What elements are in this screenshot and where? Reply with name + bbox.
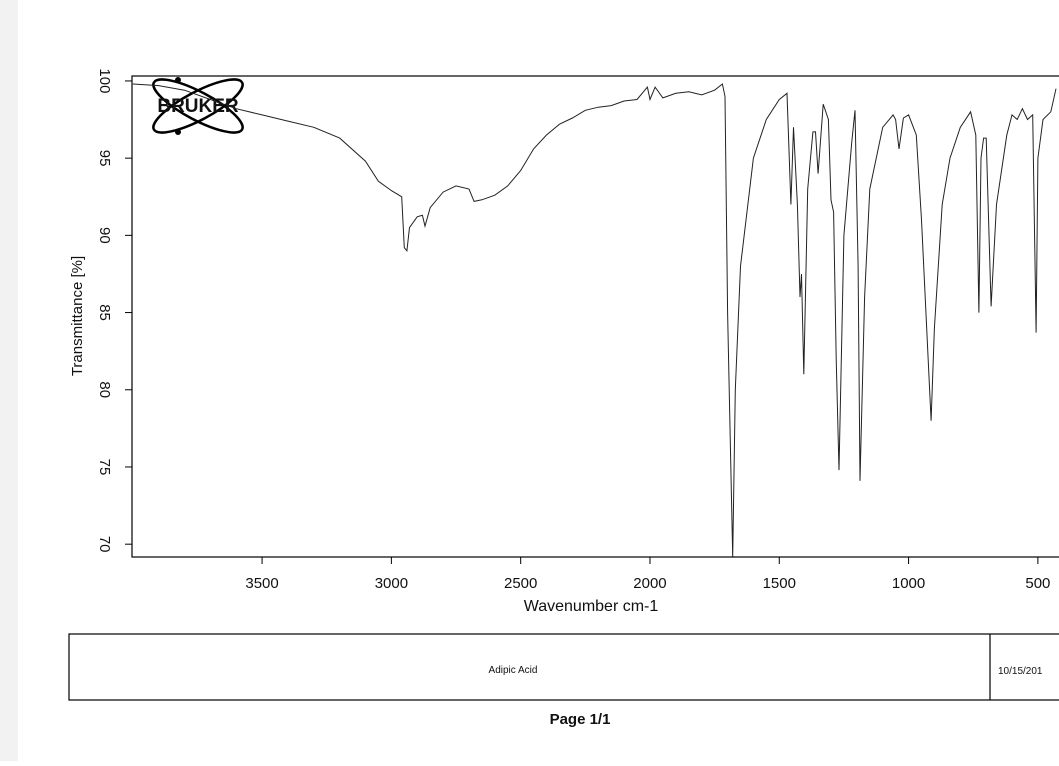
- y-tick-label: 90: [96, 227, 113, 244]
- footer-box: [68, 633, 1059, 701]
- x-tick-label: 1000: [892, 575, 925, 592]
- x-tick-label: 3500: [245, 575, 278, 592]
- sample-name: Adipic Acid: [489, 665, 538, 676]
- logo: BRUKER: [152, 77, 244, 135]
- spectrum-line: [132, 83, 1057, 557]
- y-tick-label: 100: [96, 68, 113, 93]
- y-tick-label: 95: [96, 150, 113, 167]
- x-tick-label: 2000: [633, 575, 666, 592]
- x-tick-label: 2500: [504, 575, 537, 592]
- x-axis-label: Wavenumber cm-1: [524, 598, 659, 615]
- date: 10/15/201: [998, 666, 1043, 677]
- x-tick-label: 3000: [375, 575, 408, 592]
- plot-frame: [131, 75, 1059, 558]
- y-axis-label: Transmittance [%]: [69, 256, 86, 376]
- y-tick-label: 75: [96, 459, 113, 476]
- y-tick-label: 85: [96, 304, 113, 321]
- x-tick-label: 1500: [763, 575, 796, 592]
- logo-text: BRUKER: [157, 96, 239, 117]
- y-tick-label: 70: [96, 536, 113, 553]
- scan-edge: [0, 0, 18, 761]
- page-number: Page 1/1: [550, 711, 611, 728]
- y-tick-label: 80: [96, 381, 113, 398]
- x-tick-label: 500: [1025, 575, 1050, 592]
